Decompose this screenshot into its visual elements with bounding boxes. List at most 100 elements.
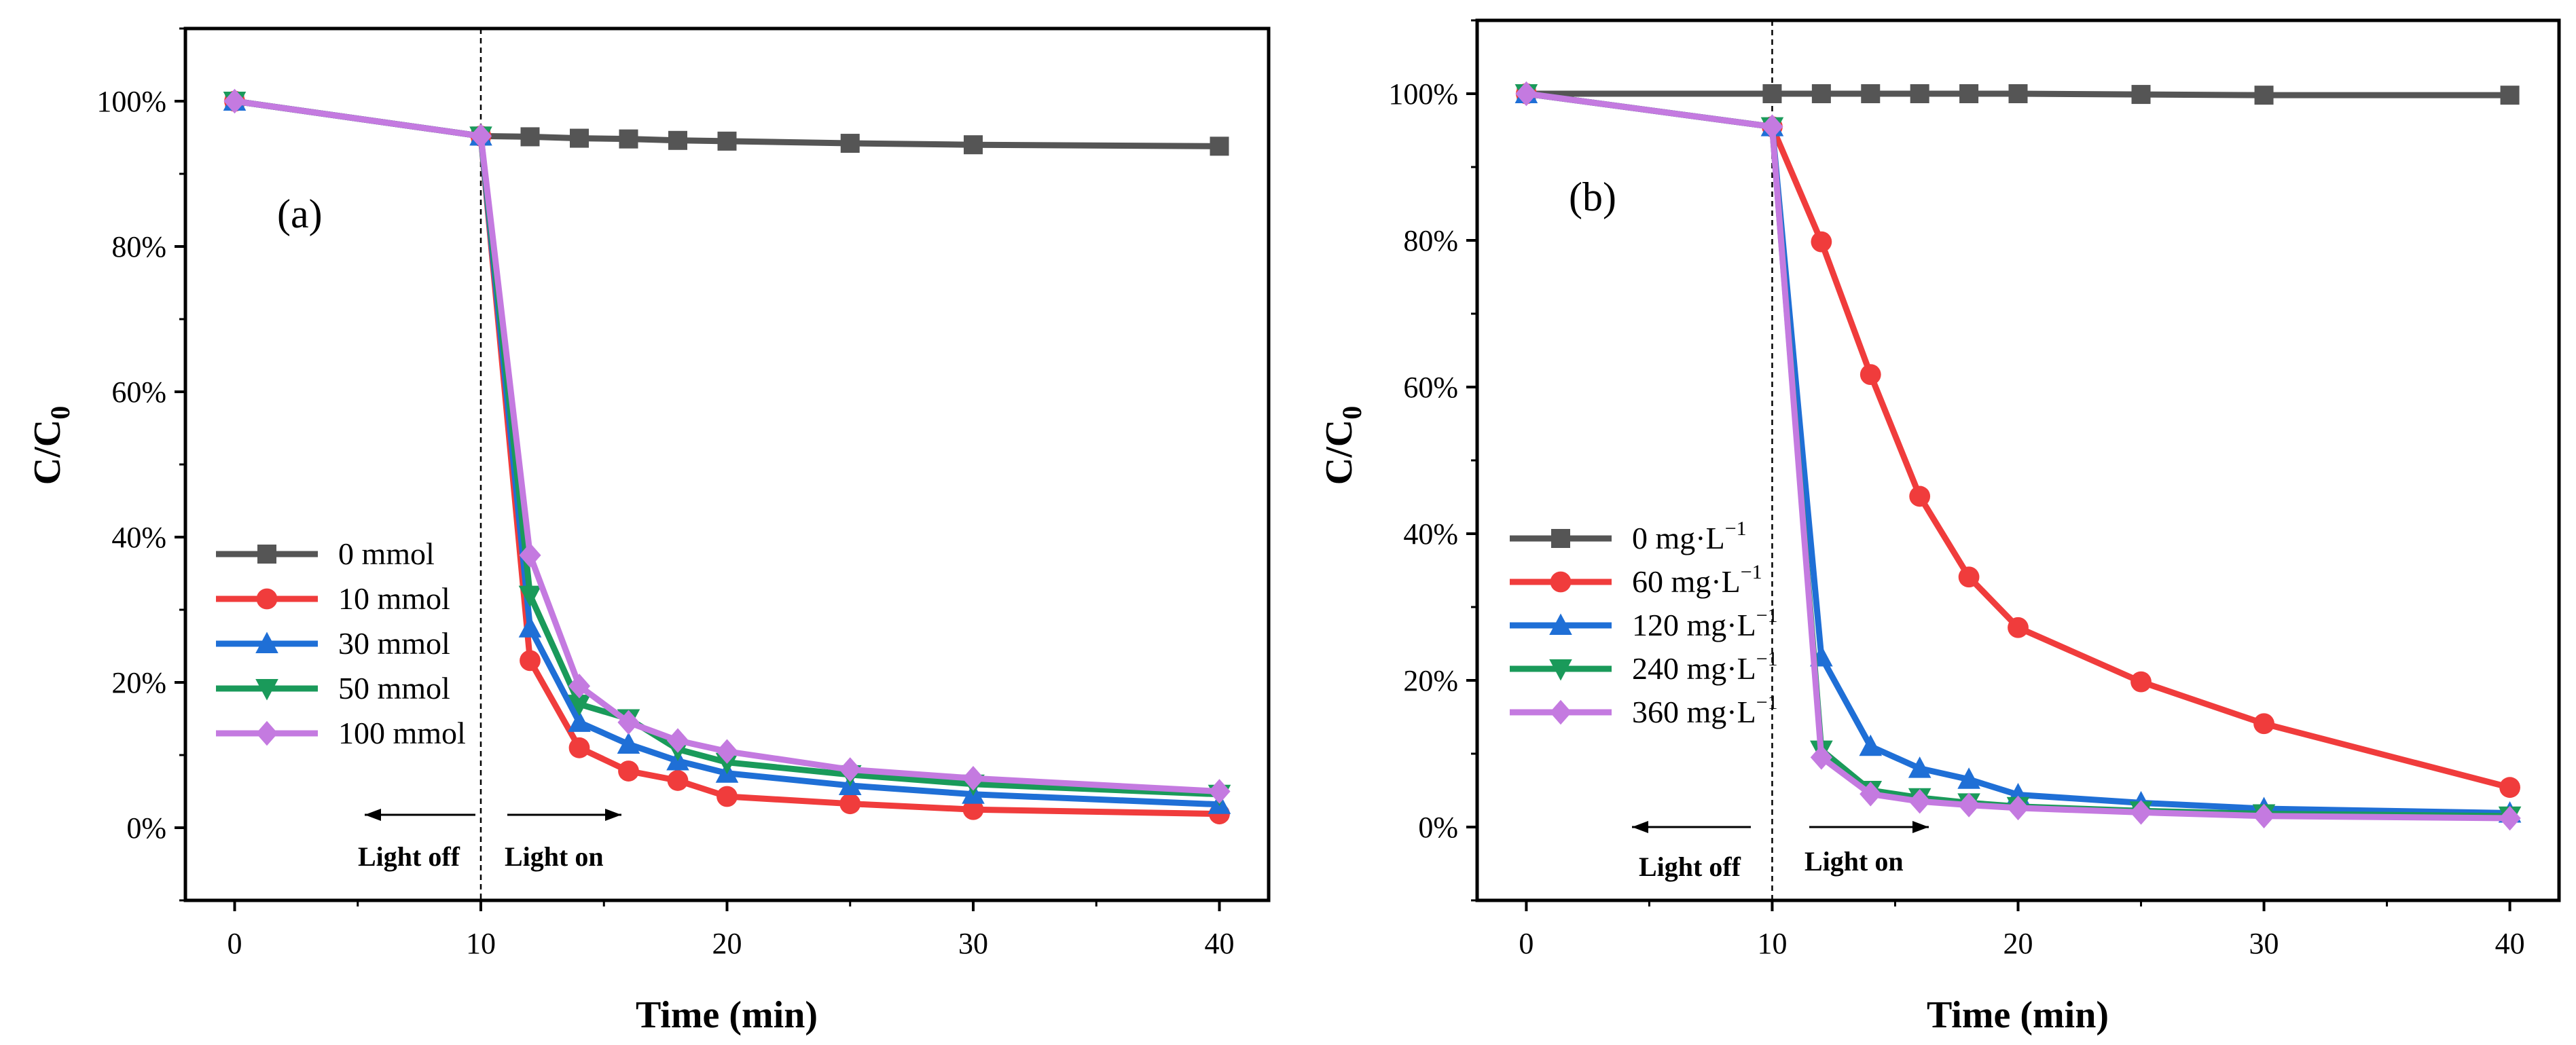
panel-b-data-point — [1515, 81, 1538, 107]
panel-a-legend-marker — [255, 720, 278, 746]
panel-a-data-point — [668, 130, 687, 150]
panel-a-data-point — [568, 674, 591, 699]
panel-b-legend-marker — [1549, 659, 1572, 681]
panel-b-data-point — [1909, 485, 1931, 507]
panel-a-y-tick-label: 20% — [111, 666, 166, 699]
panel-a-data-point — [1210, 136, 1229, 156]
panel-a-data-point — [839, 793, 861, 815]
panel-a-data-point — [666, 728, 689, 753]
panel-b-x-tick-label: 10 — [1757, 927, 1787, 960]
panel-b-x-tick-label: 20 — [2003, 927, 2033, 960]
panel-b-data-point — [2499, 777, 2520, 799]
panel-a-light-off-arrow-head — [365, 809, 381, 821]
panel-b-series-line — [1523, 90, 2514, 816]
panel-b-data-point — [1811, 231, 1832, 253]
panel-b-series-line — [1523, 90, 2514, 98]
panel-b-data-point — [1811, 84, 1831, 103]
panel-a-data-point — [717, 131, 737, 151]
panel-a-data-point — [667, 770, 689, 791]
panel-a-data-point — [223, 88, 246, 114]
panel-a-data-point — [519, 543, 541, 568]
panel-a-data-point — [568, 695, 591, 716]
panel-b-y-tick-label: 0% — [1418, 811, 1458, 844]
panel-a-y-axis-title: C/C0 — [26, 406, 75, 485]
panel-b-y-tick-label: 40% — [1403, 517, 1458, 551]
panel-a-series-line — [232, 98, 1222, 794]
panel-b-data-point — [1861, 84, 1881, 103]
panel-a-data-point — [619, 129, 638, 149]
panel-b-y-tick-label: 100% — [1388, 77, 1458, 111]
panel-b-y-tick-label: 60% — [1403, 371, 1458, 404]
panel-a-series-line — [232, 98, 1222, 149]
panel-a-data-point — [518, 585, 542, 608]
panel-b-y-tick-label: 20% — [1403, 664, 1458, 697]
panel-b-data-point — [1859, 734, 1883, 756]
panel-b-data-point — [1761, 114, 1783, 139]
panel-a-legend-label: 100 mmol — [338, 716, 466, 750]
panel-a-legend-marker — [255, 631, 278, 653]
panel-b-data-point — [1810, 745, 1832, 770]
panel-b-legend-label: 240 mg·L−1 — [1632, 648, 1778, 686]
panel-a-data-point — [716, 786, 738, 807]
panel-a-y-tick-label: 100% — [96, 85, 166, 118]
panel-a-data-point — [518, 616, 542, 638]
panel-a-data-point — [568, 710, 591, 732]
panel-a-x-tick-label: 10 — [466, 927, 496, 960]
panel-b-data-point — [1957, 767, 1980, 789]
panel-b-legend-label: 360 mg·L−1 — [1632, 691, 1778, 729]
panel-b-light-off-label: Light off — [1639, 851, 1741, 882]
panel-a: Time (min) C/C0 (a) Light off Light on 0… — [26, 26, 1271, 1036]
panel-b-data-point — [1959, 84, 1979, 103]
panel-b-data-point — [2008, 617, 2029, 638]
panel-a-label: (a) — [277, 191, 323, 236]
panel-a-x-axis-title: Time (min) — [636, 994, 818, 1036]
panel-b-light-on-arrow-head — [1912, 821, 1929, 833]
panel-b-x-tick-label: 30 — [2249, 927, 2279, 960]
panel-b-y-axis-title: C/C0 — [1318, 406, 1367, 485]
panel-a-x-tick-label: 20 — [712, 927, 742, 960]
panel-a-data-point — [1208, 779, 1231, 804]
panel-a-legend-marker — [257, 545, 276, 564]
panel-b-y-axis-title-main: C/C — [1318, 420, 1360, 485]
panel-a-data-point — [964, 135, 983, 155]
panel-b-data-point — [2130, 800, 2152, 825]
panel-a-legend-marker — [256, 588, 278, 610]
panel-b-data-point — [1958, 566, 1980, 588]
panel-b-data-point — [2253, 803, 2275, 828]
panel-a-data-point — [469, 124, 492, 149]
panel-b-data-point — [2007, 795, 2029, 821]
panel-b-data-point — [2008, 84, 2028, 103]
panel-b-data-point — [1910, 84, 1929, 103]
panel-a-y-tick-label: 60% — [111, 375, 166, 409]
panel-b-light-off-arrow-head — [1632, 821, 1648, 833]
panel-a-y-tick-label: 0% — [126, 811, 166, 845]
panel-a-data-point — [570, 128, 589, 148]
panel-b-legend-marker — [1549, 613, 1572, 635]
panel-a-light-on-arrow-head — [605, 809, 621, 821]
panel-a-data-point — [568, 737, 590, 758]
panel-b-data-point — [1762, 84, 1782, 103]
panel-a-y-tick-label: 40% — [111, 521, 166, 554]
panel-a-legend-marker — [255, 679, 278, 701]
panel-a-data-point — [716, 739, 738, 764]
panel-a-data-point — [520, 127, 540, 147]
panel-a-x-tick-label: 30 — [958, 927, 988, 960]
panel-b-legend-marker — [1549, 699, 1572, 725]
panel-a-data-point — [840, 134, 860, 153]
panel-b-data-point — [1957, 792, 1980, 818]
panel-b-legend-label: 120 mg·L−1 — [1632, 604, 1778, 642]
panel-a-data-point — [962, 799, 984, 820]
panel-b-data-point — [1860, 364, 1881, 386]
panel-b-legend-marker — [1550, 571, 1572, 593]
panel-a-x-tick-label: 0 — [228, 927, 242, 960]
panel-b-data-point — [2254, 86, 2274, 105]
panel-b-data-point — [2130, 671, 2152, 693]
panel-b-series-line — [1523, 90, 2514, 791]
panel-b-x-tick-label: 0 — [1519, 927, 1534, 960]
panel-a-data-point — [520, 650, 541, 672]
panel-b-label: (b) — [1569, 175, 1616, 219]
panel-a-legend-label: 10 mmol — [338, 581, 450, 616]
panel-a-legend-label: 30 mmol — [338, 626, 450, 661]
panel-a-data-point — [839, 757, 861, 782]
